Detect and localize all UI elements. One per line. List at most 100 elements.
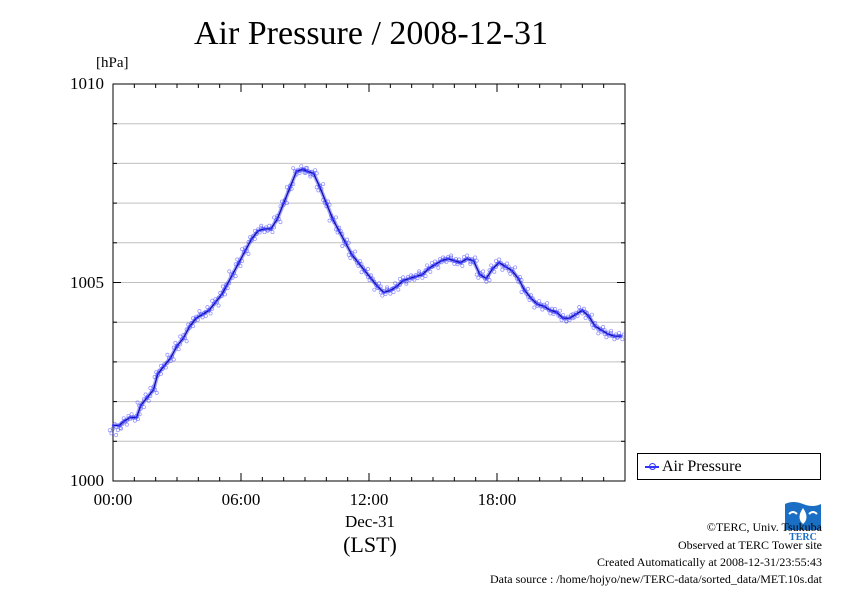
series-sample-point xyxy=(148,386,153,391)
series-sample-point xyxy=(233,262,238,267)
series-sample-point xyxy=(396,287,401,292)
series-sample-point xyxy=(377,281,382,286)
series-sample-point xyxy=(333,215,338,220)
series-sample-point xyxy=(412,277,417,282)
series-sample-point xyxy=(154,370,159,375)
data-point xyxy=(263,227,266,231)
x-tick-label-0600: 06:00 xyxy=(221,490,261,509)
series-sample-point xyxy=(340,244,345,248)
data-point xyxy=(619,334,622,338)
series-sample-point xyxy=(609,328,614,333)
x-tick-label-1200: 12:00 xyxy=(349,490,389,509)
series-sample-point xyxy=(114,432,119,437)
series-sample-point xyxy=(136,417,141,422)
data-point xyxy=(613,334,616,338)
data-point xyxy=(188,324,191,328)
series-sample-point xyxy=(109,431,114,436)
data-point xyxy=(510,269,514,272)
data-point xyxy=(478,273,482,276)
data-point xyxy=(325,201,328,205)
series-sample-point xyxy=(332,220,337,225)
series-sample-point xyxy=(505,261,510,266)
series-sample-point xyxy=(500,267,505,272)
series-sample-point xyxy=(248,235,253,240)
series-sample-point xyxy=(238,263,243,268)
series-sample-point xyxy=(175,344,179,348)
series-sample-point xyxy=(178,334,183,339)
series-sample-point xyxy=(213,297,218,302)
series-sample-point xyxy=(335,230,340,235)
series-sample-point xyxy=(372,287,377,292)
data-point xyxy=(485,277,488,280)
data-point xyxy=(414,275,418,278)
y-tick-label-1000: 1000 xyxy=(70,471,104,490)
data-point xyxy=(587,315,590,318)
series-sample-point xyxy=(617,330,622,335)
series-sample-point xyxy=(191,324,195,329)
data-point xyxy=(305,170,309,173)
data-point xyxy=(175,344,179,348)
series-sample-point xyxy=(532,305,537,310)
series-sample-point xyxy=(152,375,157,379)
data-point xyxy=(382,291,386,294)
series-sample-point xyxy=(141,405,146,410)
series-sample-point xyxy=(537,299,542,304)
data-point xyxy=(207,309,211,312)
series-sample-point xyxy=(165,352,170,357)
series-sample-point xyxy=(145,395,150,400)
data-point xyxy=(288,186,292,189)
series-sample-point xyxy=(476,275,481,280)
data-point xyxy=(344,241,347,244)
series-sample-point xyxy=(378,284,383,289)
data-point xyxy=(350,253,354,256)
series-sample-point xyxy=(399,280,404,285)
data-point xyxy=(427,267,430,270)
series-sample-point xyxy=(129,412,134,417)
series-sample-point xyxy=(223,292,227,297)
series-sample-point xyxy=(124,422,129,427)
data-point xyxy=(465,257,469,260)
data-point xyxy=(269,227,273,231)
data-point xyxy=(542,305,546,308)
series-sample-point xyxy=(589,312,594,317)
series-sample-point xyxy=(519,290,524,294)
series-sample-point xyxy=(120,421,125,425)
series-sample-point xyxy=(225,286,230,291)
footer-created: Created Automatically at 2008-12-31/23:5… xyxy=(597,555,822,569)
series-sample-point xyxy=(252,236,257,241)
series-sample-point xyxy=(365,267,370,271)
series-sample-point xyxy=(184,339,189,344)
series-sample-point xyxy=(380,293,385,298)
series-sample-point xyxy=(163,365,168,370)
footer-observed: Observed at TERC Tower site xyxy=(677,538,822,552)
series-sample-point xyxy=(220,284,225,289)
data-point xyxy=(523,289,526,292)
data-point xyxy=(574,313,578,316)
series-sample-point xyxy=(601,325,606,329)
series-sample-point xyxy=(511,270,516,275)
series-sample-point xyxy=(299,164,304,169)
data-point xyxy=(459,261,462,264)
series-sample-point xyxy=(259,223,264,228)
series-sample-point xyxy=(362,268,367,273)
series-sample-point xyxy=(522,288,527,293)
series-sample-point xyxy=(457,257,462,262)
series-sample-point xyxy=(577,305,582,310)
series-sample-point xyxy=(444,259,449,264)
series-band-0 xyxy=(113,167,621,428)
series-sample-point xyxy=(171,357,176,362)
data-point xyxy=(282,201,285,205)
data-point xyxy=(156,372,159,376)
series-sample-point xyxy=(314,171,319,176)
series-sample-point xyxy=(551,311,556,316)
series-sample-point xyxy=(308,174,313,179)
series-sample-point xyxy=(132,418,137,423)
legend-marker xyxy=(649,463,656,470)
series-sample-point xyxy=(267,223,272,228)
series-sample-point xyxy=(346,240,351,245)
data-point xyxy=(250,237,253,241)
series-sample-point xyxy=(495,262,500,267)
series-sample-point xyxy=(121,416,126,421)
series-sample-point xyxy=(553,307,558,312)
series-sample-point xyxy=(604,335,609,340)
